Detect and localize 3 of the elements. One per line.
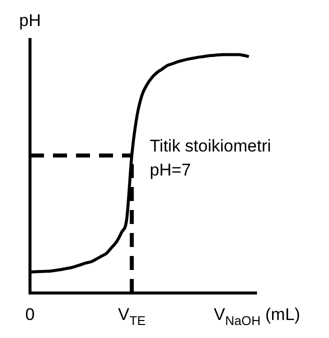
x-tick-label: 0 xyxy=(25,305,35,324)
annotation: Titik stoikiometri pH=7 xyxy=(150,136,272,180)
y-axis-title: pH xyxy=(19,11,41,30)
